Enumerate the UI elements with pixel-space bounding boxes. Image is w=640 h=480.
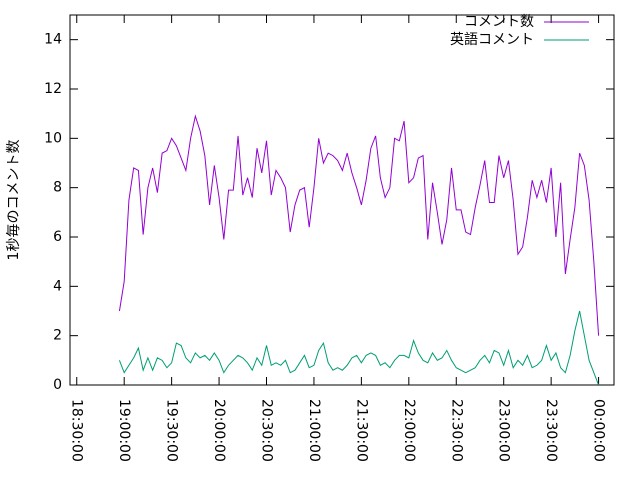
y-tick-label: 10 bbox=[44, 130, 62, 146]
legend-label: コメント数 bbox=[464, 14, 534, 30]
y-axis-label: 1秒毎のコメント数 bbox=[6, 140, 22, 261]
y-tick-label: 4 bbox=[53, 278, 62, 294]
y-tick-label: 14 bbox=[44, 32, 62, 48]
x-tick-label: 19:00:00 bbox=[116, 399, 132, 462]
x-tick-label: 23:00:00 bbox=[496, 399, 512, 462]
x-tick-label: 22:00:00 bbox=[401, 399, 417, 462]
y-tick-label: 6 bbox=[53, 229, 62, 245]
x-tick-label: 18:30:00 bbox=[69, 399, 85, 462]
x-tick-label: 21:30:00 bbox=[353, 399, 369, 462]
x-tick-label: 20:00:00 bbox=[211, 399, 227, 462]
y-tick-label: 2 bbox=[53, 328, 62, 344]
series-line bbox=[118, 310, 600, 386]
legend-label: 英語コメント bbox=[450, 31, 534, 48]
y-tick-label: 0 bbox=[53, 377, 62, 393]
x-tick-label: 19:30:00 bbox=[164, 399, 180, 462]
series-line bbox=[118, 114, 600, 336]
y-tick-label: 12 bbox=[44, 81, 62, 97]
x-tick-label: 21:00:00 bbox=[306, 399, 322, 462]
x-tick-label: 23:30:00 bbox=[543, 399, 559, 462]
plot-frame bbox=[69, 14, 615, 386]
x-tick-label: 22:30:00 bbox=[448, 399, 464, 462]
x-tick-label: 00:00:00 bbox=[591, 399, 607, 462]
y-tick-label: 8 bbox=[53, 180, 62, 196]
x-tick-label: 20:30:00 bbox=[259, 399, 275, 462]
